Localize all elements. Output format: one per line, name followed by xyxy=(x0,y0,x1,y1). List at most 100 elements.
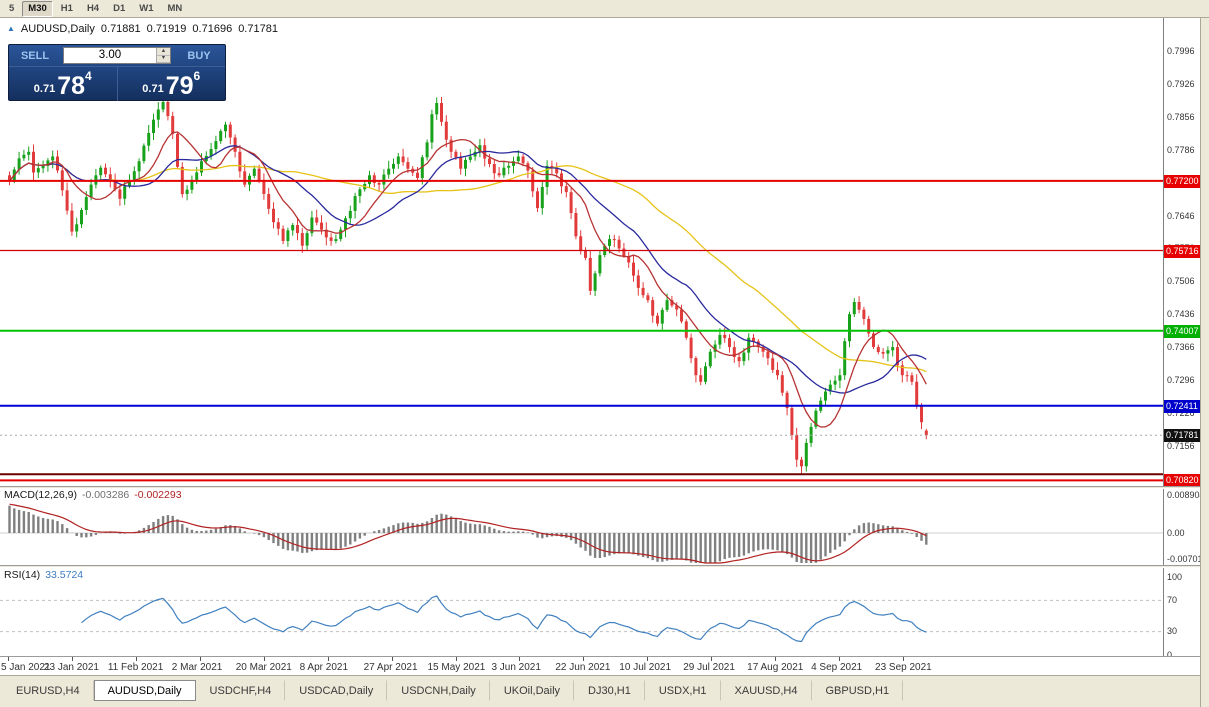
buy-price-sup: 6 xyxy=(194,69,201,83)
price-badge: 0.74007 xyxy=(1164,325,1200,338)
time-tick xyxy=(775,657,776,661)
chart-symbol-label: AUDUSD,Daily xyxy=(21,23,95,35)
time-tick xyxy=(647,657,648,661)
price-grid-label: 0.7506 xyxy=(1167,275,1195,288)
time-tick xyxy=(328,657,329,661)
time-tick-label: 29 Jul 2021 xyxy=(683,662,735,673)
ma-line-20 xyxy=(10,146,927,393)
timeframe-button-d1[interactable]: D1 xyxy=(107,1,131,17)
ohlc-low: 0.71696 xyxy=(192,23,232,35)
mt4-window: 5M30H1H4D1W1MN ▲ AUDUSD,Daily 0.71881 0.… xyxy=(0,0,1209,707)
tab-eurusd-h4[interactable]: EURUSD,H4 xyxy=(2,680,94,701)
tab-usdchf-h4[interactable]: USDCHF,H4 xyxy=(196,680,286,701)
time-tick xyxy=(839,657,840,661)
price-badge: 0.72411 xyxy=(1164,400,1200,413)
price-grid-label: 0.7296 xyxy=(1167,374,1195,387)
price-grid-label: 0.7436 xyxy=(1167,308,1195,321)
macd-label: MACD(12,26,9) -0.003286 -0.002293 xyxy=(4,489,187,501)
pane-separator[interactable] xyxy=(0,565,1200,568)
buy-price-prefix: 0.71 xyxy=(142,83,163,95)
price-badge: 0.71781 xyxy=(1164,429,1200,442)
time-axis[interactable]: 5 Jan 202123 Jan 202111 Feb 20212 Mar 20… xyxy=(0,656,1200,676)
macd-title: MACD(12,26,9) xyxy=(4,489,77,501)
price-grid-label: 0.7646 xyxy=(1167,210,1195,223)
volume-down-button[interactable]: ▼ xyxy=(157,56,170,64)
time-tick xyxy=(8,657,9,661)
timeframe-button-m30[interactable]: M30 xyxy=(22,1,52,17)
volume-field: 3.00 ▲ ▼ xyxy=(63,47,171,64)
right-gutter xyxy=(1200,18,1209,707)
price-badge: 0.75716 xyxy=(1164,245,1200,258)
ma-line-45 xyxy=(10,163,927,372)
timeframe-button-mn[interactable]: MN xyxy=(162,1,189,17)
buy-button[interactable]: BUY xyxy=(173,45,225,66)
time-tick xyxy=(903,657,904,661)
rsi-scale-label: 100 xyxy=(1167,571,1182,584)
time-tick-label: 17 Aug 2021 xyxy=(747,662,803,673)
macd-scale-label: 0.00 xyxy=(1167,527,1185,540)
tab-usdcad-daily[interactable]: USDCAD,Daily xyxy=(285,680,387,701)
time-tick-label: 8 Apr 2021 xyxy=(300,662,348,673)
tab-xauusd-h4[interactable]: XAUUSD,H4 xyxy=(721,680,812,701)
sell-price-big: 78 xyxy=(57,73,85,99)
buy-price-display[interactable]: 0.71 79 6 xyxy=(117,67,226,101)
ma-line-9 xyxy=(10,132,927,427)
price-grid-label: 0.7996 xyxy=(1167,45,1195,58)
macd-histogram xyxy=(10,506,927,563)
time-tick-label: 10 Jul 2021 xyxy=(619,662,671,673)
time-tick-label: 23 Sep 2021 xyxy=(875,662,932,673)
rsi-scale-label: 30 xyxy=(1167,625,1177,638)
time-tick xyxy=(264,657,265,661)
time-tick xyxy=(392,657,393,661)
candles-group xyxy=(8,97,928,474)
time-tick xyxy=(136,657,137,661)
sell-button[interactable]: SELL xyxy=(9,45,61,66)
macd-scale-label: 0.008904 xyxy=(1167,489,1200,502)
timeframe-toolbar: 5M30H1H4D1W1MN xyxy=(0,0,1209,18)
ohlc-high: 0.71919 xyxy=(147,23,187,35)
timeframe-button-h4[interactable]: H4 xyxy=(81,1,105,17)
price-badge: 0.77200 xyxy=(1164,175,1200,188)
chart-tabs-bar: EURUSD,H4AUDUSD,DailyUSDCHF,H4USDCAD,Dai… xyxy=(2,680,903,701)
tab-gbpusd-h1[interactable]: GBPUSD,H1 xyxy=(812,680,904,701)
price-grid-label: 0.7926 xyxy=(1167,78,1195,91)
rsi-pane-canvas[interactable] xyxy=(0,568,1163,656)
chart-symbol-icon: ▲ xyxy=(7,25,15,33)
timeframe-button-5[interactable]: 5 xyxy=(3,1,20,17)
spin-up-icon: ▲ xyxy=(161,49,166,54)
buy-price-big: 79 xyxy=(166,73,194,99)
spin-down-icon: ▼ xyxy=(161,56,166,61)
tab-usdcnh-daily[interactable]: USDCNH,Daily xyxy=(387,680,490,701)
time-tick-label: 20 Mar 2021 xyxy=(236,662,292,673)
macd-value-signal: -0.002293 xyxy=(134,489,181,501)
tab-audusd-daily[interactable]: AUDUSD,Daily xyxy=(94,680,196,701)
time-tick xyxy=(456,657,457,661)
timeframe-button-w1[interactable]: W1 xyxy=(133,1,159,17)
volume-input[interactable]: 3.00 xyxy=(64,48,156,63)
sell-price-prefix: 0.71 xyxy=(34,83,55,95)
tab-ukoil-daily[interactable]: UKOil,Daily xyxy=(490,680,574,701)
rsi-label: RSI(14)33.5724 xyxy=(4,569,88,581)
rsi-title: RSI(14) xyxy=(4,569,40,581)
time-tick-label: 23 Jan 2021 xyxy=(44,662,99,673)
ohlc-close: 0.71781 xyxy=(238,23,278,35)
price-grid-label: 0.7366 xyxy=(1167,341,1195,354)
chart-ohlc-header: ▲ AUDUSD,Daily 0.71881 0.71919 0.71696 0… xyxy=(7,23,278,35)
sell-price-sup: 4 xyxy=(85,69,92,83)
rsi-line xyxy=(82,596,927,642)
time-tick-label: 15 May 2021 xyxy=(428,662,486,673)
tab-dj30-h1[interactable]: DJ30,H1 xyxy=(574,680,645,701)
time-tick-label: 27 Apr 2021 xyxy=(364,662,418,673)
tab-usdx-h1[interactable]: USDX,H1 xyxy=(645,680,721,701)
time-tick-label: 3 Jun 2021 xyxy=(491,662,541,673)
timeframe-button-h1[interactable]: H1 xyxy=(55,1,79,17)
ohlc-open: 0.71881 xyxy=(101,23,141,35)
time-tick xyxy=(711,657,712,661)
rsi-scale-label: 70 xyxy=(1167,594,1177,607)
bottom-bar: EURUSD,H4AUDUSD,DailyUSDCHF,H4USDCAD,Dai… xyxy=(0,675,1209,707)
sell-price-display[interactable]: 0.71 78 4 xyxy=(9,67,117,101)
macd-value-main: -0.003286 xyxy=(82,489,129,501)
one-click-trading-panel: SELL 3.00 ▲ ▼ BUY 0.71 78 4 0.71 79 xyxy=(8,44,226,101)
macd-signal-line xyxy=(10,504,927,563)
price-grid-label: 0.7786 xyxy=(1167,144,1195,157)
